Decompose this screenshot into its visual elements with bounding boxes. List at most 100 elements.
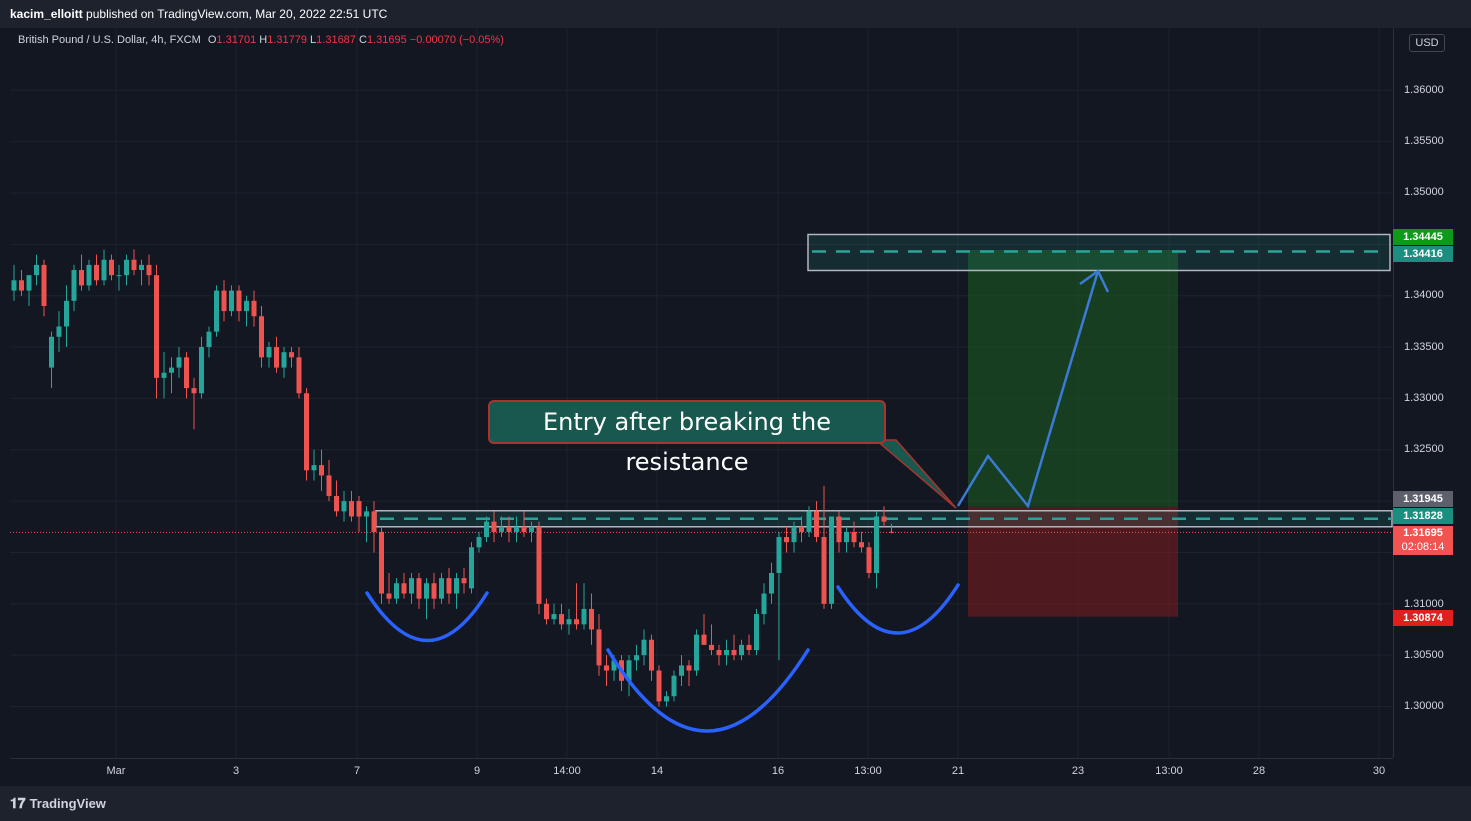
- candle-body: [154, 275, 159, 378]
- candle-body: [859, 542, 864, 548]
- candle: [424, 578, 429, 620]
- candle-body: [214, 290, 219, 332]
- bar-countdown: 02:08:14: [1393, 540, 1453, 555]
- close-value: 1.31695: [366, 34, 407, 46]
- candle-body: [806, 511, 812, 532]
- candle: [289, 347, 294, 368]
- target-lower-badge: 1.34416: [1393, 246, 1453, 262]
- candle-body: [709, 644, 714, 651]
- currency-button[interactable]: USD: [1409, 34, 1445, 52]
- candle: [754, 608, 759, 656]
- loss-zone: [968, 506, 1178, 617]
- projection-path: [956, 270, 1100, 509]
- projection-arrowhead: [1079, 269, 1110, 293]
- candle: [769, 562, 774, 604]
- candle: [416, 572, 422, 609]
- candle: [851, 521, 857, 548]
- candle: [364, 506, 369, 543]
- candle-body: [626, 660, 632, 681]
- candle: [686, 660, 692, 686]
- candle: [491, 511, 497, 543]
- candle-body: [109, 259, 114, 276]
- candle-body: [664, 696, 669, 702]
- candle-body: [124, 259, 129, 276]
- candle-body: [521, 526, 527, 532]
- candle-body: [221, 290, 227, 312]
- profit-zone: [968, 249, 1178, 507]
- candle-body: [881, 516, 887, 522]
- candle-body: [319, 465, 324, 476]
- candle: [514, 516, 519, 543]
- candle-body: [634, 655, 639, 661]
- candle: [829, 516, 834, 609]
- candle-body: [379, 531, 384, 594]
- annotation-callout[interactable]: Entry after breaking the resistance: [488, 400, 886, 476]
- candle: [731, 634, 737, 661]
- candle: [64, 285, 69, 348]
- candle: [671, 670, 677, 702]
- candle-body: [86, 264, 92, 286]
- candle-body: [791, 526, 797, 543]
- author-name[interactable]: kacim_elloitt: [10, 7, 83, 21]
- candle-body: [686, 665, 692, 671]
- price-tick: 1.33500: [1404, 341, 1444, 353]
- resistance-badge: 1.31828: [1393, 508, 1453, 524]
- candle-body: [469, 547, 474, 589]
- tradingview-logo-icon: 𝟏𝟕: [10, 795, 26, 811]
- candle-body: [394, 583, 399, 599]
- candle: [206, 326, 212, 358]
- last-price-badge: 1.31695: [1393, 526, 1453, 540]
- candle: [859, 531, 864, 553]
- price-axis[interactable]: [1393, 28, 1462, 758]
- open-label: O: [207, 34, 217, 46]
- candle-body: [874, 516, 879, 573]
- candle: [701, 614, 707, 645]
- candle-body: [551, 614, 557, 620]
- candle-body: [769, 572, 774, 594]
- time-tick: 21: [951, 765, 965, 777]
- candle-body: [776, 537, 782, 573]
- candle: [394, 578, 399, 604]
- candle-body: [236, 290, 242, 312]
- candle: [341, 490, 347, 522]
- change-value: −0.00070 (−0.05%): [409, 34, 504, 46]
- time-tick: 14: [650, 765, 664, 777]
- candle: [236, 285, 242, 322]
- time-tick: 7: [353, 765, 361, 777]
- candle-body: [589, 608, 594, 630]
- candle: [274, 336, 279, 373]
- candle: [446, 567, 452, 604]
- candle-body: [131, 259, 137, 271]
- candle: [109, 254, 114, 281]
- candle-body: [311, 465, 317, 471]
- candle: [191, 377, 197, 430]
- candle: [244, 295, 249, 327]
- candle: [499, 516, 504, 538]
- time-axis[interactable]: [10, 758, 1393, 787]
- candle-body: [19, 280, 24, 291]
- candle: [566, 608, 572, 635]
- brand-name: TradingView: [29, 796, 106, 811]
- tradingview-logo[interactable]: 𝟏𝟕 TradingView: [10, 795, 106, 812]
- candle: [431, 572, 437, 609]
- candle-body: [484, 521, 489, 538]
- price-tick: 1.30000: [1404, 700, 1444, 712]
- candle-body: [334, 495, 339, 512]
- symbol-name[interactable]: British Pound / U.S. Dollar, 4h, FXCM: [18, 34, 201, 46]
- candle: [469, 542, 474, 594]
- candle-body: [536, 526, 542, 604]
- candle: [724, 639, 729, 666]
- candlestick-series: [11, 249, 894, 707]
- candle-body: [116, 275, 122, 277]
- candle-body: [11, 280, 17, 291]
- candle-body: [266, 347, 272, 358]
- candle-body: [671, 675, 677, 697]
- candle-body: [724, 650, 729, 656]
- stop-badge: 1.30874: [1393, 610, 1453, 626]
- candle: [11, 264, 17, 301]
- price-tick: 1.32500: [1404, 443, 1444, 455]
- candle-body: [34, 264, 39, 276]
- time-tick: 30: [1372, 765, 1386, 777]
- candle: [581, 583, 587, 630]
